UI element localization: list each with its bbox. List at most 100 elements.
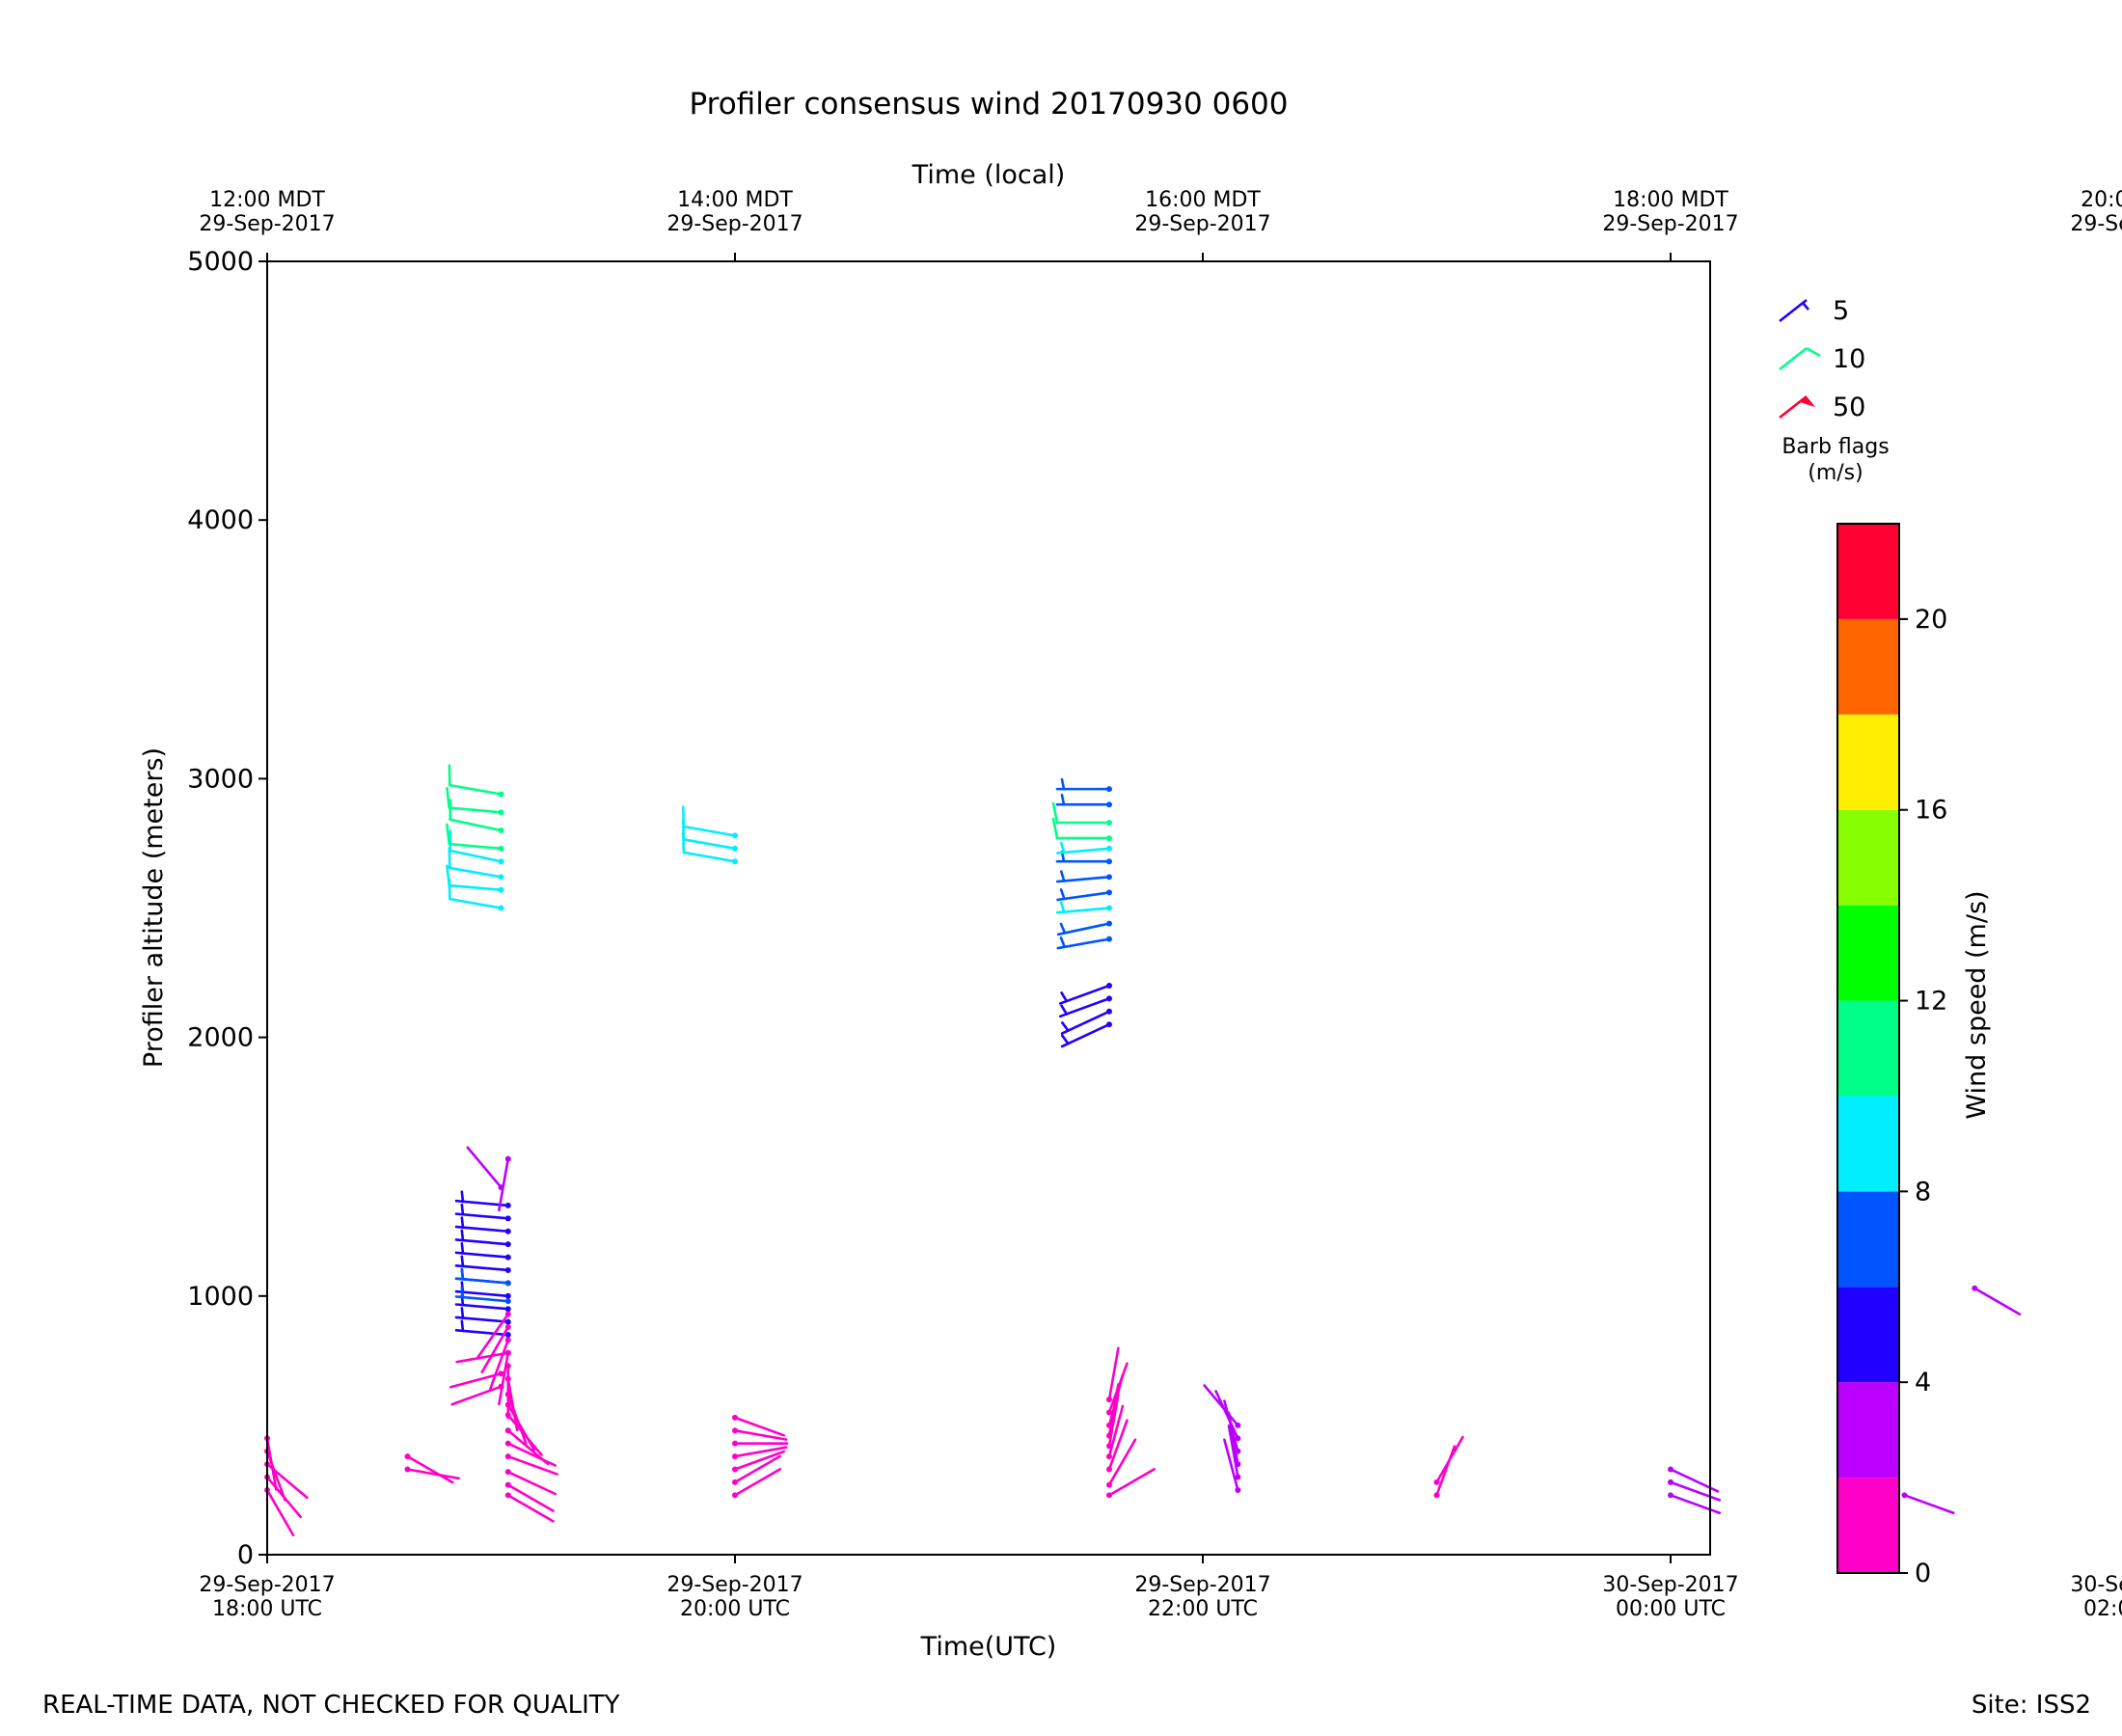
legend-entry-10: 10 <box>1779 344 1865 374</box>
barb-staff <box>265 1437 278 1491</box>
legend-barb-flag <box>1800 396 1815 407</box>
x-tick-time: 18:00 UTC <box>212 1597 322 1621</box>
wind-barb <box>732 1414 786 1437</box>
top-x-tick-time: 20:00 MDT <box>2081 188 2122 212</box>
barb-staff <box>1227 1424 1239 1478</box>
top-x-tick-time: 16:00 MDT <box>1145 188 1261 212</box>
barb-staff <box>466 1146 503 1189</box>
wind-barb <box>498 1349 511 1406</box>
barb-staff <box>682 838 737 851</box>
barb-staff <box>455 1351 510 1364</box>
wind-barb <box>1055 777 1112 793</box>
barb-staff <box>1203 1384 1239 1427</box>
barb-staff <box>454 1263 510 1272</box>
wind-barb <box>1055 870 1112 883</box>
wind-barb <box>454 1286 511 1305</box>
barb-staff <box>1055 847 1111 854</box>
barb-staff <box>454 1277 510 1285</box>
barb-half <box>1060 777 1066 791</box>
wind-barb <box>1668 1478 1722 1502</box>
barb-full <box>1051 801 1059 825</box>
barb-staff <box>1223 1438 1239 1492</box>
wind-barb <box>1056 936 1112 950</box>
barb-staff <box>733 1428 788 1441</box>
barb-staff <box>454 1303 510 1311</box>
barb-staff <box>449 1371 503 1389</box>
barb-staff <box>1669 1494 1722 1515</box>
wind-barb <box>454 1255 511 1273</box>
top-x-tick-date: 29-Sep-2017 <box>667 212 803 236</box>
barb-staff <box>454 1295 510 1303</box>
y-axis: 0 1000 2000 3000 4000 5000 <box>187 247 267 1570</box>
colorbar-label: Wind speed (m/s) <box>1962 890 1992 1119</box>
barb-staff <box>1060 1010 1111 1035</box>
wind-barb <box>1055 841 1112 854</box>
wind-barb <box>1058 995 1112 1018</box>
x-tick-date: 29-Sep-2017 <box>667 1573 803 1597</box>
barb-staff <box>448 842 503 851</box>
barb-staff <box>1435 1435 1464 1484</box>
colorbar-tick-label: 12 <box>1915 987 1947 1017</box>
barb-staff <box>448 883 503 892</box>
barb-staff <box>1056 891 1111 902</box>
wind-barb <box>1203 1384 1241 1428</box>
wind-barb <box>454 1307 511 1325</box>
wind-barb <box>732 1468 782 1499</box>
y-tick-label: 5000 <box>187 247 254 277</box>
top-x-tick-time: 14:00 MDT <box>677 188 793 212</box>
barb-staff <box>1055 876 1111 883</box>
wind-barb <box>1106 1362 1129 1416</box>
legend-units: (m/s) <box>1808 461 1863 485</box>
wind-barb <box>1106 1346 1120 1403</box>
barb-staff <box>733 1454 782 1484</box>
wind-barb <box>1055 850 1112 865</box>
barb-staff <box>682 825 737 837</box>
barb-staff <box>449 783 503 796</box>
wind-barb <box>454 1267 511 1287</box>
legend-label: 5 <box>1833 296 1849 326</box>
barb-staff <box>454 1289 510 1298</box>
wind-barb <box>1433 1435 1464 1485</box>
barb-half <box>1060 991 1069 1003</box>
wind-barb <box>1972 1285 2022 1316</box>
legend-barb-staff <box>1779 394 1808 420</box>
barb-legend: Barb flags (m/s) 5 10 50 <box>1779 296 1890 485</box>
barb-staff <box>454 1329 510 1337</box>
barb-staff <box>449 849 503 863</box>
plot-frame <box>266 260 1711 1556</box>
barb-half <box>1060 793 1066 806</box>
wind-barb <box>454 1203 511 1222</box>
barb-half <box>1060 841 1066 854</box>
wind-barb <box>1051 817 1112 842</box>
barb-staff <box>1107 1468 1156 1497</box>
barb-staff <box>454 1251 510 1259</box>
colorbar-bin <box>1837 618 1899 715</box>
colorbar-bin <box>1837 1000 1899 1097</box>
x-tick-date: 29-Sep-2017 <box>199 1573 335 1597</box>
barb-staff <box>506 1377 519 1432</box>
barbs-layer <box>264 764 2022 1537</box>
quality-note: REAL-TIME DATA, NOT CHECKED FOR QUALITY <box>42 1691 620 1720</box>
barb-staff <box>476 1313 510 1359</box>
barb-staff <box>1669 1480 1722 1502</box>
wind-barb <box>504 1481 555 1512</box>
colorbar: 0 4 8 12 16 20 <box>1836 523 1947 1588</box>
top-x-tick-date: 29-Sep-2017 <box>199 212 335 236</box>
barb-staff <box>733 1446 788 1458</box>
wind-barb <box>1433 1445 1456 1499</box>
barb-staff <box>506 1483 555 1512</box>
barb-staff <box>682 851 737 863</box>
wind-barb <box>504 1440 558 1467</box>
barb-half <box>1059 922 1067 935</box>
barb-half <box>460 1255 465 1268</box>
top-x-tick-date: 29-Sep-2017 <box>2070 212 2122 236</box>
top-x-tick-time: 12:00 MDT <box>209 188 325 212</box>
barb-staff <box>454 1238 510 1246</box>
wind-barb <box>504 1427 550 1466</box>
colorbar-tick-label: 8 <box>1915 1177 1931 1207</box>
barb-staff <box>506 1494 555 1523</box>
wind-barb <box>449 829 504 865</box>
wind-barb <box>732 1446 788 1460</box>
